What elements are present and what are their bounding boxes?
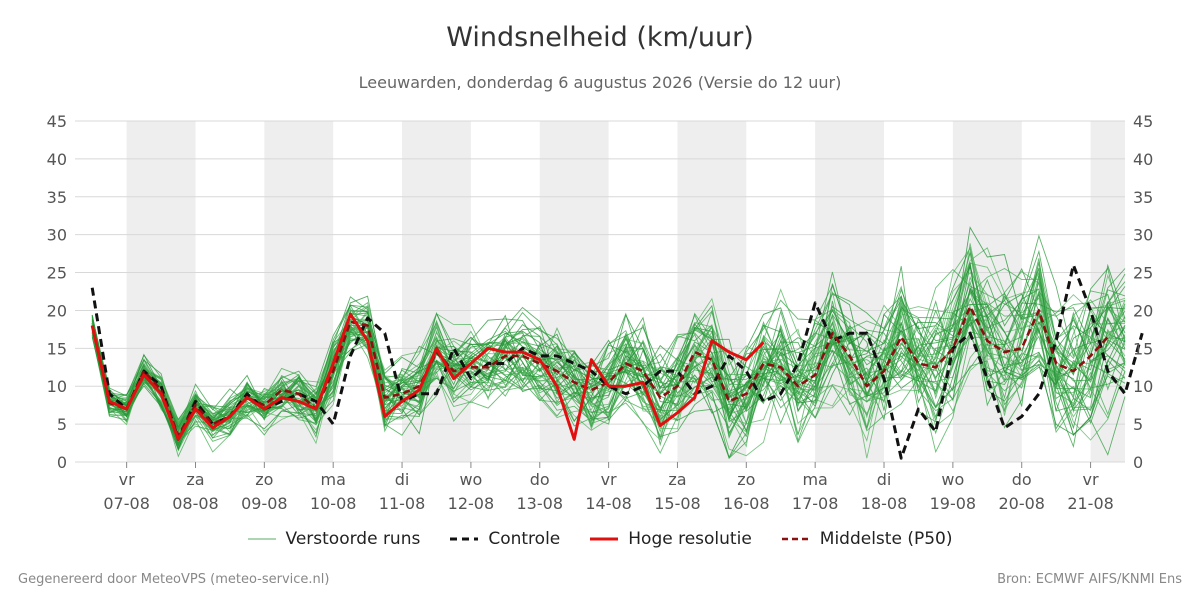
y-tick-label-left: 15: [47, 339, 67, 358]
high-resolution-line: [90, 312, 765, 441]
legend-swatch-median: [781, 537, 810, 541]
ensemble-line: [91, 281, 1126, 439]
y-tick-label-left: 10: [47, 377, 67, 396]
x-tick-date: 13-08: [517, 494, 564, 513]
main-series-lines: [90, 263, 1144, 460]
legend-swatch-ensemble: [247, 538, 276, 540]
legend-label-highres: Hoge resolutie: [628, 529, 752, 549]
x-tick-dow: ma: [321, 470, 346, 489]
legend-item-highres: Hoge resolutie: [590, 529, 752, 549]
x-tick-date: 12-08: [448, 494, 495, 513]
x-axis: vr 07-08 za 08-08 zo 09-08 ma 10-08 di 11-08 wo 12-…: [103, 462, 1114, 513]
y-tick-label-right: 10: [1133, 377, 1153, 396]
legend-item-ensemble: Verstoorde runs: [247, 529, 421, 549]
y-tick-label-left: 30: [47, 226, 67, 245]
x-tick-dow: za: [186, 470, 204, 489]
ensemble-line: [91, 280, 1126, 438]
ensemble-line: [91, 249, 1126, 439]
chart-subtitle: Leeuwarden, donderdag 6 augustus 2026 (V…: [358, 73, 842, 92]
x-tick-dow: vr: [601, 470, 617, 489]
x-tick-date: 07-08: [103, 494, 150, 513]
x-tick-dow: zo: [255, 470, 273, 489]
y-tick-label-right: 45: [1133, 112, 1153, 131]
x-tick-dow: vr: [1083, 470, 1099, 489]
x-tick-date: 14-08: [585, 494, 632, 513]
x-tick-date: 21-08: [1067, 494, 1114, 513]
legend-swatch-highres: [590, 537, 619, 541]
x-tick-dow: ma: [802, 470, 827, 489]
x-tick-date: 17-08: [792, 494, 839, 513]
chart-title: Windsnelheid (km/uur): [446, 22, 754, 53]
day-band: [402, 121, 471, 462]
ensemble-line: [91, 294, 1126, 454]
ensemble-line: [91, 272, 1126, 424]
y-tick-label-right: 15: [1133, 339, 1153, 358]
y-tick-label-right: 20: [1133, 301, 1153, 320]
x-tick-date: 18-08: [861, 494, 908, 513]
y-tick-label-left: 25: [47, 264, 67, 283]
ensemble-line: [91, 262, 1126, 443]
y-tick-label-right: 25: [1133, 264, 1153, 283]
x-tick-date: 08-08: [172, 494, 219, 513]
y-axis-left: 0 5 10 15 20 25 30 35 40 45: [47, 112, 67, 472]
ensemble-line: [91, 261, 1126, 449]
legend-label-median: Middelste (P50): [819, 529, 953, 549]
x-tick-date: 19-08: [930, 494, 977, 513]
x-tick-dow: vr: [119, 470, 135, 489]
x-tick-date: 15-08: [654, 494, 701, 513]
y-tick-label-left: 35: [47, 188, 67, 207]
x-tick-date: 09-08: [241, 494, 288, 513]
y-tick-label-right: 35: [1133, 188, 1153, 207]
x-tick-date: 16-08: [723, 494, 770, 513]
footer-generated-by: Gegenereerd door MeteoVPS (meteo-service…: [18, 572, 330, 587]
y-tick-label-right: 5: [1133, 415, 1143, 434]
x-tick-dow: wo: [459, 470, 482, 489]
y-tick-label-left: 5: [57, 415, 67, 434]
ensemble-line: [91, 292, 1126, 436]
legend-label-ensemble: Verstoorde runs: [285, 529, 421, 549]
x-tick-dow: wo: [941, 470, 964, 489]
ensemble-line: [91, 270, 1126, 454]
legend-item-median: Middelste (P50): [781, 529, 953, 549]
y-tick-label-right: 40: [1133, 150, 1153, 169]
y-tick-label-left: 20: [47, 301, 67, 320]
x-tick-dow: do: [530, 470, 550, 489]
x-tick-dow: do: [1012, 470, 1032, 489]
y-axis-right: 0 5 10 15 20 25 30 35 40 45: [1133, 112, 1153, 472]
legend: Verstoorde runs Controle Hoge resolutie …: [0, 529, 1200, 549]
median-line: [90, 305, 1109, 437]
y-tick-label-left: 45: [47, 112, 67, 131]
x-tick-date: 20-08: [998, 494, 1045, 513]
x-tick-date: 10-08: [310, 494, 357, 513]
x-tick-dow: di: [395, 470, 410, 489]
y-tick-label-left: 40: [47, 150, 67, 169]
y-tick-label-right: 30: [1133, 226, 1153, 245]
y-tick-label-right: 0: [1133, 453, 1143, 472]
legend-item-control: Controle: [450, 529, 560, 549]
x-tick-dow: di: [877, 470, 892, 489]
y-tick-label-left: 0: [57, 453, 67, 472]
x-tick-dow: za: [668, 470, 686, 489]
x-tick-date: 11-08: [379, 494, 426, 513]
legend-swatch-control: [450, 537, 479, 541]
x-tick-dow: zo: [737, 470, 755, 489]
footer-source: Bron: ECMWF AIFS/KNMI Ens: [997, 572, 1182, 587]
legend-label-control: Controle: [488, 529, 561, 549]
